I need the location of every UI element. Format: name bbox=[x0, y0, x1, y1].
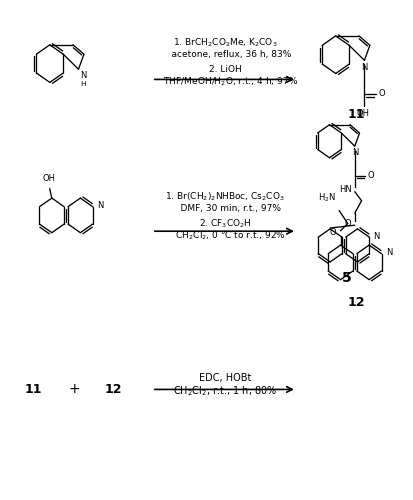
Text: 12: 12 bbox=[347, 296, 364, 310]
Text: HN: HN bbox=[339, 186, 351, 194]
Text: CH$_2$Cl$_2$, 0 °C to r.t., 92%: CH$_2$Cl$_2$, 0 °C to r.t., 92% bbox=[164, 230, 286, 242]
Text: N: N bbox=[372, 232, 379, 241]
Text: H$_2$N: H$_2$N bbox=[318, 192, 335, 204]
Text: O: O bbox=[329, 228, 336, 237]
Text: +: + bbox=[68, 382, 80, 396]
Text: N: N bbox=[97, 202, 103, 210]
Text: O: O bbox=[377, 88, 384, 98]
Text: acetone, reflux, 36 h, 83%: acetone, reflux, 36 h, 83% bbox=[159, 50, 290, 59]
Text: H: H bbox=[80, 82, 85, 87]
Text: N: N bbox=[385, 248, 391, 258]
Text: DMF, 30 min, r.t., 97%: DMF, 30 min, r.t., 97% bbox=[169, 204, 281, 214]
Text: 2. CF$_3$CO$_2$H: 2. CF$_3$CO$_2$H bbox=[199, 218, 251, 230]
Text: 1. Br(CH$_2$)$_2$NHBoc, Cs$_2$CO$_3$: 1. Br(CH$_2$)$_2$NHBoc, Cs$_2$CO$_3$ bbox=[165, 190, 285, 203]
Text: 11: 11 bbox=[347, 108, 365, 122]
Text: 11: 11 bbox=[25, 383, 42, 396]
Text: OH: OH bbox=[43, 174, 56, 184]
Text: THF/MeOH/H$_2$O, r.t., 4 h, 97%: THF/MeOH/H$_2$O, r.t., 4 h, 97% bbox=[152, 76, 298, 88]
Text: N: N bbox=[361, 62, 367, 72]
Text: O: O bbox=[367, 170, 373, 179]
Text: CH$_2$Cl$_2$, r.t., 1 h, 80%: CH$_2$Cl$_2$, r.t., 1 h, 80% bbox=[173, 384, 277, 398]
Text: 12: 12 bbox=[104, 383, 121, 396]
Text: 1. BrCH$_2$CO$_2$Me, K$_2$CO$_3$: 1. BrCH$_2$CO$_2$Me, K$_2$CO$_3$ bbox=[173, 36, 277, 48]
Text: 5: 5 bbox=[341, 272, 351, 285]
Text: O: O bbox=[343, 220, 350, 228]
Text: N: N bbox=[80, 70, 87, 80]
Text: 2. LiOH: 2. LiOH bbox=[209, 65, 241, 74]
Text: N: N bbox=[351, 148, 358, 157]
Text: OH: OH bbox=[356, 108, 368, 118]
Text: EDC, HOBt: EDC, HOBt bbox=[199, 372, 251, 382]
